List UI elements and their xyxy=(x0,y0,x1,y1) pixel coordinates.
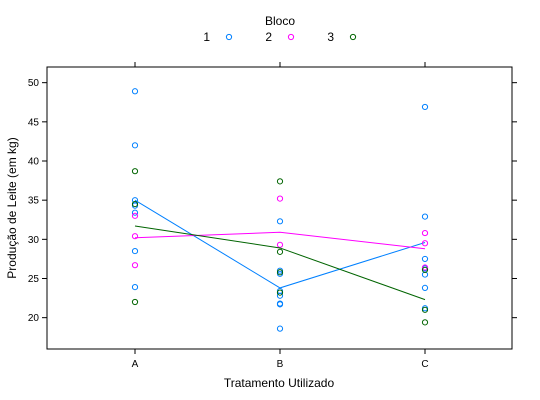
data-point xyxy=(421,229,429,237)
data-point xyxy=(421,266,429,273)
y-tick-label: 25 xyxy=(28,274,40,285)
data-point xyxy=(421,306,429,313)
data-point xyxy=(276,241,284,248)
data-point xyxy=(131,212,139,219)
y-tick-label: 20 xyxy=(28,313,40,324)
series-2-mean-line xyxy=(134,231,426,250)
series-layer xyxy=(131,88,429,332)
x-axis: A B C xyxy=(132,62,429,370)
data-point xyxy=(276,269,284,276)
data-point xyxy=(131,298,139,306)
data-point xyxy=(276,292,284,299)
data-point xyxy=(276,289,284,296)
data-point xyxy=(276,218,284,225)
data-point xyxy=(421,255,429,263)
data-point xyxy=(131,209,139,216)
data-point xyxy=(276,325,284,332)
legend-item-1: 1 xyxy=(203,30,233,44)
data-point xyxy=(421,213,429,220)
data-point xyxy=(131,142,139,149)
data-point xyxy=(421,103,429,111)
legend-label: 3 xyxy=(327,30,334,44)
x-axis-title: Tratamento Utilizado xyxy=(224,376,335,390)
x-tick-label: C xyxy=(421,359,428,370)
series-3-mean-line xyxy=(134,225,426,301)
y-tick-label: 30 xyxy=(28,235,40,246)
x-tick-label: B xyxy=(277,359,284,370)
data-point xyxy=(276,248,284,255)
legend-marker xyxy=(287,33,295,41)
legend-item-2: 2 xyxy=(265,30,295,44)
data-point xyxy=(421,319,429,326)
data-point xyxy=(131,284,139,291)
series-3 xyxy=(131,168,429,326)
x-tick-label: A xyxy=(132,359,139,370)
legend-marker xyxy=(349,33,357,41)
series-2 xyxy=(131,195,429,271)
legend: 1 2 3 xyxy=(203,30,357,44)
series-1-mean-line xyxy=(134,199,426,289)
y-axis: 20 25 30 35 40 45 50 xyxy=(28,78,517,324)
data-point xyxy=(131,247,139,255)
legend-item-3: 3 xyxy=(327,30,357,44)
data-point xyxy=(421,284,429,291)
data-point xyxy=(131,200,139,208)
y-tick-label: 35 xyxy=(28,196,40,207)
data-point xyxy=(131,88,139,95)
legend-label: 1 xyxy=(203,30,210,44)
y-tick-label: 45 xyxy=(28,117,40,128)
data-point xyxy=(421,240,429,247)
y-tick-label: 40 xyxy=(28,157,40,168)
data-point xyxy=(276,178,284,185)
data-point xyxy=(276,301,284,308)
legend-marker xyxy=(225,33,233,41)
data-point xyxy=(131,262,139,269)
data-point xyxy=(276,195,284,202)
data-point xyxy=(131,168,139,175)
legend-label: 2 xyxy=(265,30,272,44)
legend-title: Bloco xyxy=(265,14,295,28)
data-point xyxy=(131,233,139,240)
y-tick-label: 50 xyxy=(28,78,40,89)
y-axis-title: Produção de Leite (em kg) xyxy=(5,137,19,278)
data-point xyxy=(421,264,429,271)
